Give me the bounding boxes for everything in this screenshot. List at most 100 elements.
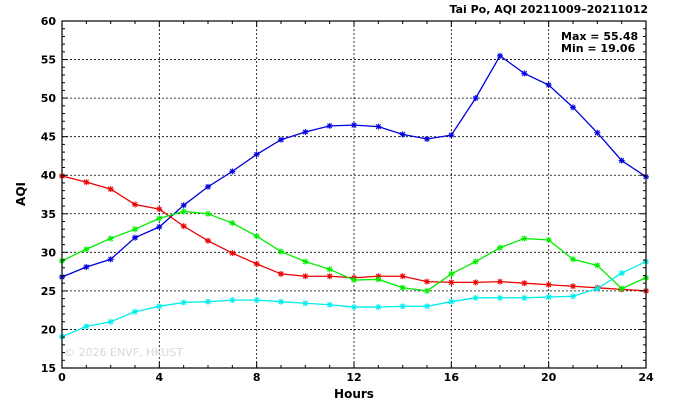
data-point	[302, 258, 309, 265]
data-point	[448, 298, 455, 305]
data-point	[278, 298, 284, 305]
y-tick-label: 35	[41, 208, 56, 221]
y-tick-label: 30	[41, 246, 57, 259]
data-point	[375, 304, 382, 311]
data-point	[399, 303, 406, 310]
data-point	[521, 294, 528, 301]
data-point	[83, 179, 90, 186]
data-point	[278, 270, 284, 277]
data-point	[521, 235, 528, 242]
data-point	[472, 258, 479, 265]
data-point	[156, 303, 163, 310]
data-point	[497, 52, 503, 59]
y-tick-label: 40	[41, 169, 57, 182]
data-point	[180, 208, 187, 215]
data-point	[472, 294, 479, 301]
y-tick-label: 60	[41, 15, 57, 28]
data-point	[253, 151, 260, 158]
data-point	[618, 270, 625, 277]
data-point	[156, 223, 163, 230]
data-point	[253, 233, 260, 240]
data-point	[570, 256, 576, 263]
data-point	[107, 318, 114, 325]
data-point	[326, 266, 333, 273]
data-point	[351, 122, 357, 129]
data-point	[107, 256, 114, 263]
data-point	[229, 250, 236, 257]
data-point	[326, 301, 333, 308]
y-axis-label: AQI	[14, 182, 28, 206]
data-point	[521, 280, 528, 287]
x-tick-label: 20	[541, 371, 557, 384]
data-point	[545, 294, 552, 301]
max-annotation: Max = 55.48	[561, 30, 638, 43]
data-point	[302, 300, 309, 307]
data-point	[278, 248, 284, 255]
data-point	[229, 220, 236, 227]
data-point	[545, 281, 552, 288]
data-point	[205, 210, 211, 217]
data-point	[448, 279, 455, 286]
data-point	[399, 131, 406, 138]
data-point	[375, 276, 382, 283]
data-point	[618, 157, 625, 164]
data-point	[570, 104, 576, 111]
data-point	[253, 260, 260, 267]
series-layer	[59, 52, 649, 340]
data-point	[351, 304, 357, 311]
data-point	[545, 82, 552, 89]
x-axis-label: Hours	[334, 387, 374, 401]
x-tick-label: 24	[638, 371, 654, 384]
data-point	[83, 323, 90, 330]
x-tick-label: 4	[156, 371, 164, 384]
data-point	[156, 215, 163, 222]
data-point	[424, 287, 430, 294]
data-point	[448, 270, 455, 277]
data-point	[448, 132, 455, 139]
data-point	[497, 244, 503, 251]
data-point	[594, 129, 601, 136]
data-point	[570, 283, 576, 290]
y-tick-label: 45	[41, 131, 56, 144]
data-point	[278, 136, 284, 143]
y-tick-label: 50	[41, 92, 57, 105]
data-point	[229, 168, 236, 175]
data-point	[229, 297, 236, 304]
chart-title: Tai Po, AQI 20211009–20211012	[450, 3, 648, 16]
data-point	[156, 206, 163, 213]
data-point	[205, 183, 211, 190]
data-point	[375, 123, 382, 130]
data-point	[83, 246, 90, 253]
y-tick-label: 25	[41, 285, 56, 298]
data-point	[326, 122, 333, 129]
data-point	[132, 226, 138, 233]
x-tick-label: 16	[444, 371, 460, 384]
data-point	[326, 273, 333, 280]
data-point	[180, 299, 187, 306]
data-point	[302, 129, 309, 136]
data-point	[618, 285, 625, 292]
data-point	[594, 285, 601, 292]
data-point	[132, 308, 138, 315]
data-point	[570, 293, 576, 300]
data-point	[424, 303, 430, 310]
data-point	[83, 263, 90, 270]
axis-ticks	[61, 20, 647, 369]
data-point	[351, 277, 357, 284]
data-point	[472, 279, 479, 286]
data-point	[253, 297, 260, 304]
data-point	[521, 70, 528, 77]
data-point	[132, 234, 138, 241]
y-tick-label: 15	[41, 362, 56, 375]
data-point	[545, 236, 552, 243]
x-tick-label: 12	[346, 371, 361, 384]
data-point	[132, 201, 138, 208]
data-point	[424, 278, 430, 285]
x-tick-label: 8	[253, 371, 261, 384]
data-point	[399, 273, 406, 280]
data-point	[107, 235, 114, 242]
min-annotation: Min = 19.06	[561, 42, 636, 55]
grid-lines	[62, 21, 646, 368]
data-point	[497, 294, 503, 301]
